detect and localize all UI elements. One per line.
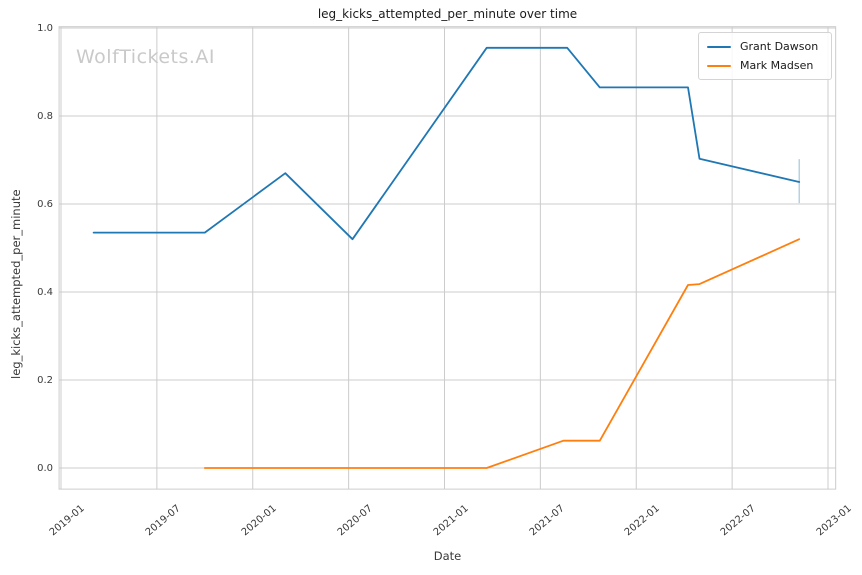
y-tick-label: 1.0 bbox=[37, 22, 53, 34]
y-tick-label: 0.6 bbox=[37, 198, 53, 210]
chart-title: leg_kicks_attempted_per_minute over time bbox=[317, 7, 578, 21]
x-axis-label: Date bbox=[433, 549, 462, 563]
y-tick-label: 0.0 bbox=[37, 462, 53, 474]
legend-item-grant-dawson: Grant Dawson bbox=[699, 37, 831, 56]
y-axis-label: leg_kicks_attempted_per_minute bbox=[9, 189, 23, 379]
legend: Grant Dawson Mark Madsen bbox=[698, 32, 832, 80]
watermark: WolfTickets.AI bbox=[76, 46, 216, 68]
legend-label: Grant Dawson bbox=[740, 40, 819, 53]
y-tick-label: 0.4 bbox=[37, 286, 53, 298]
series-line-mark-madsen bbox=[203, 238, 801, 469]
plot-border bbox=[58, 26, 837, 490]
legend-label: Mark Madsen bbox=[740, 59, 814, 72]
y-tick-label: 0.8 bbox=[37, 110, 53, 122]
legend-item-mark-madsen: Mark Madsen bbox=[699, 56, 831, 75]
legend-line-swatch-blue bbox=[707, 45, 731, 48]
y-tick-label: 0.2 bbox=[37, 374, 53, 386]
series-line-grant-dawson bbox=[92, 46, 801, 241]
legend-line-swatch-orange bbox=[707, 64, 731, 67]
